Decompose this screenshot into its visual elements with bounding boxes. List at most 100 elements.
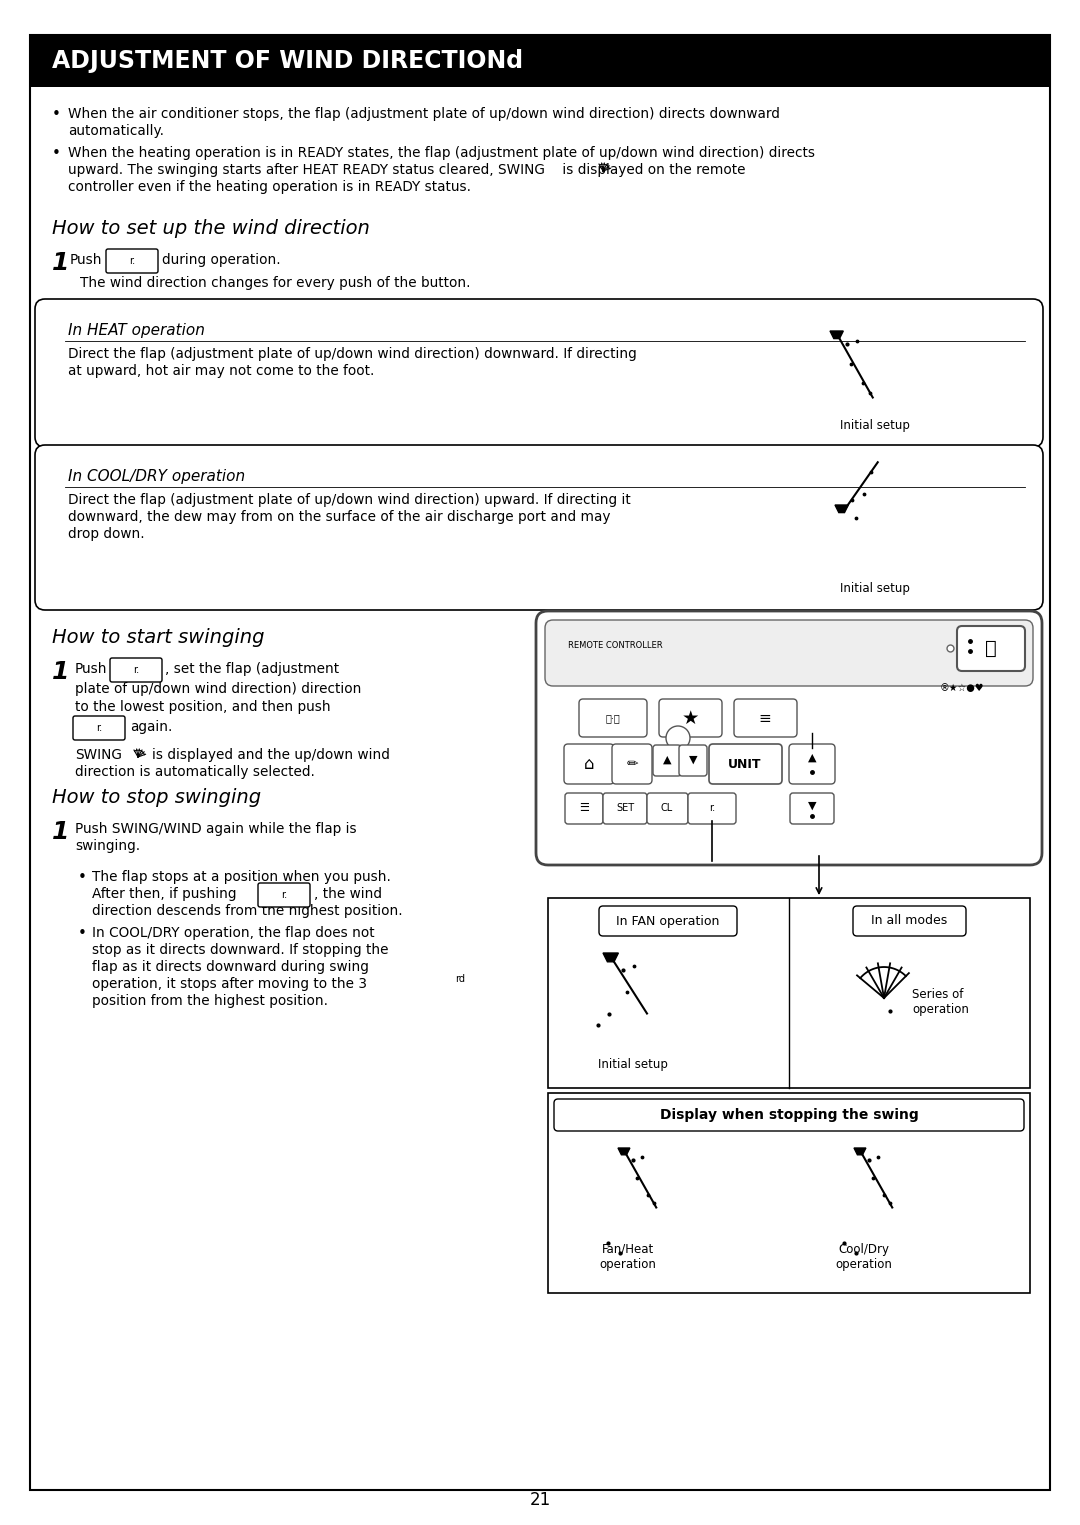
Text: 1: 1 <box>52 660 69 685</box>
Text: stop as it directs downward. If stopping the: stop as it directs downward. If stopping… <box>92 942 389 958</box>
FancyBboxPatch shape <box>599 906 737 936</box>
Text: Direct the flap (adjustment plate of up/down wind direction) upward. If directin: Direct the flap (adjustment plate of up/… <box>68 493 631 506</box>
Text: again.: again. <box>130 720 173 734</box>
Text: When the heating operation is in READY states, the flap (adjustment plate of up/: When the heating operation is in READY s… <box>68 146 815 160</box>
Text: In COOL/DRY operation: In COOL/DRY operation <box>68 470 245 483</box>
Polygon shape <box>854 1148 866 1154</box>
FancyBboxPatch shape <box>565 793 603 824</box>
Text: ★: ★ <box>681 709 699 727</box>
Text: plate of up/down wind direction) direction: plate of up/down wind direction) directi… <box>75 682 362 695</box>
Text: r.: r. <box>708 804 715 813</box>
Text: rd: rd <box>455 974 465 984</box>
FancyBboxPatch shape <box>579 698 647 737</box>
FancyBboxPatch shape <box>789 744 835 784</box>
FancyBboxPatch shape <box>35 445 1043 610</box>
Text: After then, if pushing: After then, if pushing <box>92 888 237 901</box>
Polygon shape <box>603 953 619 962</box>
FancyBboxPatch shape <box>258 883 310 907</box>
Text: Fan/Heat
operation: Fan/Heat operation <box>599 1243 657 1270</box>
FancyBboxPatch shape <box>957 625 1025 671</box>
FancyBboxPatch shape <box>603 793 647 824</box>
Text: Initial setup: Initial setup <box>840 419 909 432</box>
Bar <box>548 1093 1030 1293</box>
FancyBboxPatch shape <box>647 793 688 824</box>
FancyBboxPatch shape <box>73 717 125 740</box>
Text: •: • <box>52 107 60 122</box>
Text: ⏻: ⏻ <box>985 639 997 657</box>
Text: In HEAT operation: In HEAT operation <box>68 323 205 339</box>
Text: Push: Push <box>70 253 103 267</box>
FancyBboxPatch shape <box>789 793 834 824</box>
Text: ▲: ▲ <box>808 753 816 762</box>
Text: The wind direction changes for every push of the button.: The wind direction changes for every pus… <box>80 276 471 290</box>
Text: , set the flap (adjustment: , set the flap (adjustment <box>165 662 339 676</box>
Text: •: • <box>52 146 60 162</box>
Text: Initial setup: Initial setup <box>598 1058 667 1071</box>
Text: to the lowest position, and then push: to the lowest position, and then push <box>75 700 330 714</box>
Text: Display when stopping the swing: Display when stopping the swing <box>660 1109 918 1122</box>
FancyBboxPatch shape <box>110 657 162 682</box>
Text: •: • <box>78 926 86 941</box>
FancyBboxPatch shape <box>708 744 782 784</box>
Text: How to stop swinging: How to stop swinging <box>52 788 261 807</box>
Text: How to set up the wind direction: How to set up the wind direction <box>52 220 369 238</box>
Text: REMOTE CONTROLLER: REMOTE CONTROLLER <box>568 640 663 650</box>
Text: , the wind: , the wind <box>314 888 382 901</box>
Text: ▲: ▲ <box>663 755 672 766</box>
Text: r.: r. <box>96 723 103 734</box>
Circle shape <box>666 726 690 750</box>
FancyBboxPatch shape <box>734 698 797 737</box>
Text: In COOL/DRY operation, the flap does not: In COOL/DRY operation, the flap does not <box>92 926 375 939</box>
Bar <box>548 898 1030 1087</box>
Text: ≡: ≡ <box>758 711 771 726</box>
Polygon shape <box>618 1148 630 1154</box>
Text: ⏻·⏻: ⏻·⏻ <box>606 714 620 723</box>
FancyBboxPatch shape <box>853 906 966 936</box>
Text: CL: CL <box>661 804 673 813</box>
Text: is displayed and the up/down wind: is displayed and the up/down wind <box>152 747 390 762</box>
Text: r.: r. <box>133 665 139 676</box>
Text: upward. The swinging starts after HEAT READY status cleared, SWING    is display: upward. The swinging starts after HEAT R… <box>68 163 745 177</box>
Text: When the air conditioner stops, the flap (adjustment plate of up/down wind direc: When the air conditioner stops, the flap… <box>68 107 780 120</box>
Text: Push: Push <box>75 662 108 676</box>
Text: SWING: SWING <box>75 747 122 762</box>
Text: ®★☆●♥: ®★☆●♥ <box>940 683 985 692</box>
Text: operation, it stops after moving to the 3: operation, it stops after moving to the … <box>92 978 367 991</box>
Text: 21: 21 <box>529 1491 551 1510</box>
Text: ✏: ✏ <box>626 756 638 772</box>
Text: The flap stops at a position when you push.: The flap stops at a position when you pu… <box>92 869 391 884</box>
FancyBboxPatch shape <box>536 612 1042 865</box>
Bar <box>30 35 1050 87</box>
Text: ▼: ▼ <box>808 801 816 811</box>
FancyBboxPatch shape <box>554 1100 1024 1132</box>
Text: In FAN operation: In FAN operation <box>617 915 719 927</box>
FancyBboxPatch shape <box>106 249 158 273</box>
Text: r.: r. <box>281 891 287 900</box>
FancyBboxPatch shape <box>679 746 707 776</box>
Text: UNIT: UNIT <box>728 758 761 770</box>
Text: during operation.: during operation. <box>162 253 281 267</box>
Text: •: • <box>78 869 86 884</box>
Text: Initial setup: Initial setup <box>840 583 909 595</box>
FancyBboxPatch shape <box>653 746 681 776</box>
Text: downward, the dew may from on the surface of the air discharge port and may: downward, the dew may from on the surfac… <box>68 509 610 525</box>
Text: drop down.: drop down. <box>68 528 145 541</box>
Text: ⌂: ⌂ <box>584 755 594 773</box>
FancyBboxPatch shape <box>688 793 735 824</box>
FancyBboxPatch shape <box>612 744 652 784</box>
Text: at upward, hot air may not come to the foot.: at upward, hot air may not come to the f… <box>68 364 375 378</box>
FancyBboxPatch shape <box>659 698 723 737</box>
FancyBboxPatch shape <box>564 744 615 784</box>
Text: direction descends from the highest position.: direction descends from the highest posi… <box>92 904 403 918</box>
Text: swinging.: swinging. <box>75 839 140 852</box>
Text: How to start swinging: How to start swinging <box>52 628 265 647</box>
Polygon shape <box>835 505 848 512</box>
Text: direction is automatically selected.: direction is automatically selected. <box>75 766 315 779</box>
Text: Direct the flap (adjustment plate of up/down wind direction) downward. If direct: Direct the flap (adjustment plate of up/… <box>68 348 637 361</box>
Text: In all modes: In all modes <box>870 915 947 927</box>
Text: ADJUSTMENT OF WIND DIRECTIONd: ADJUSTMENT OF WIND DIRECTIONd <box>52 49 523 73</box>
Polygon shape <box>831 331 843 339</box>
Text: 1: 1 <box>52 252 69 274</box>
Text: controller even if the heating operation is in READY status.: controller even if the heating operation… <box>68 180 471 194</box>
Text: ☰: ☰ <box>579 804 589 813</box>
